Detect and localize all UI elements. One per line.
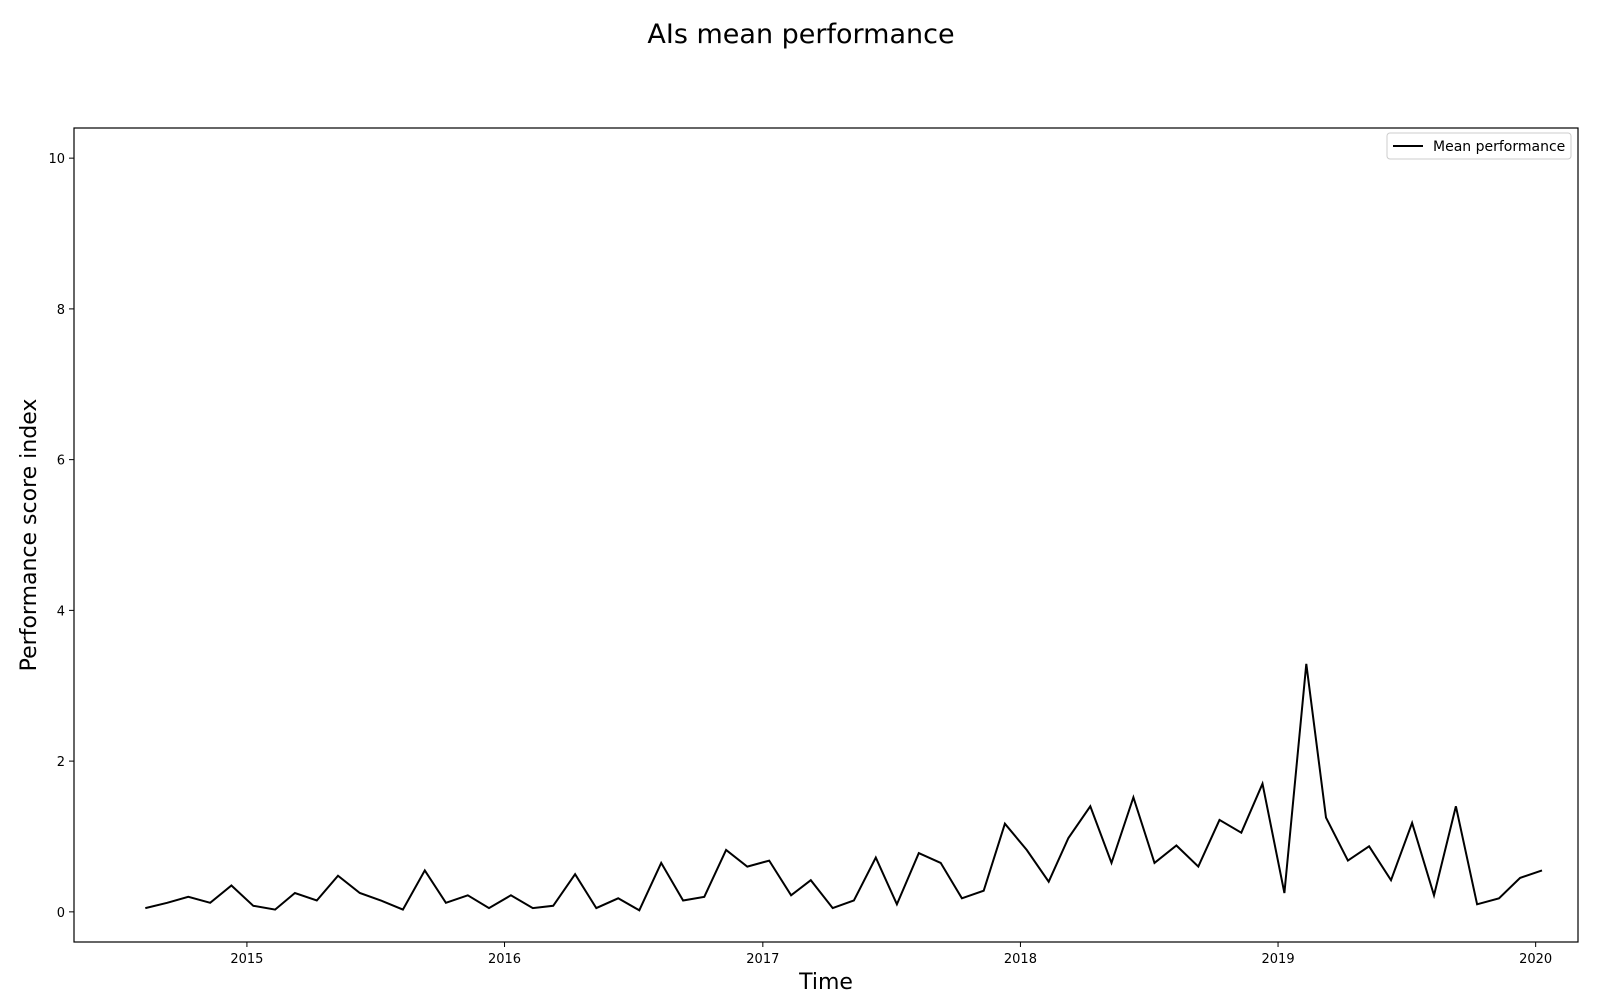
y-tick-label: 4 (57, 604, 65, 619)
x-tick-label: 2015 (230, 952, 263, 967)
chart-title: AIs mean performance (647, 19, 954, 50)
y-axis-label: Performance score index (17, 399, 42, 672)
x-axis-label: Time (798, 970, 853, 995)
plot-area (145, 663, 1543, 912)
x-tick-label: 2019 (1262, 952, 1295, 967)
legend: Mean performance (1386, 132, 1572, 160)
x-tick-label: 2020 (1519, 952, 1552, 967)
y-tick-label: 2 (57, 755, 65, 770)
legend-box (1386, 132, 1572, 160)
y-axis: 0 2 4 6 8 10 (48, 152, 74, 921)
y-tick-label: 6 (57, 454, 65, 469)
y-tick-label: 8 (57, 303, 65, 318)
y-tick-label: 10 (48, 152, 65, 167)
legend-label-mean-performance: Mean performance (1433, 139, 1565, 155)
x-tick-label: 2017 (746, 952, 779, 967)
series-line-mean-performance (145, 663, 1543, 912)
x-tick-label: 2018 (1004, 952, 1037, 967)
y-tick-label: 0 (57, 906, 65, 921)
plot-frame (73, 127, 1579, 943)
x-axis: 2015 2016 2017 2018 2019 2020 (230, 942, 1552, 967)
x-tick-label: 2016 (488, 952, 521, 967)
